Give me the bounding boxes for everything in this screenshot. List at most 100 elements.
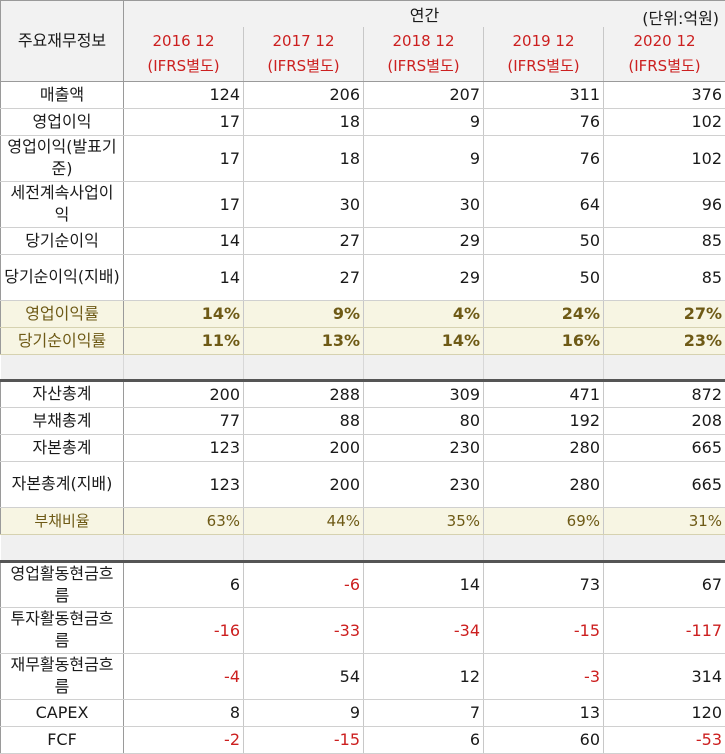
ratio-row: 영업이익률 14% 9% 4% 24% 27% bbox=[1, 300, 725, 327]
cell-value: -33 bbox=[244, 607, 364, 653]
cell-value: 9 bbox=[364, 135, 484, 181]
cell-value: 200 bbox=[244, 461, 364, 507]
cell-value: 18 bbox=[244, 135, 364, 181]
table-row: 매출액 124 206 207 311 376 bbox=[1, 81, 725, 108]
table-row: 재무활동현금흐름 -4 54 12 -3 314 bbox=[1, 653, 725, 699]
cell-value: 9 bbox=[244, 699, 364, 726]
cell-value: 9 bbox=[364, 108, 484, 135]
year-header: 2018 12(IFRS별도) bbox=[364, 27, 484, 81]
cell-value: -15 bbox=[484, 607, 604, 653]
cell-value: 50 bbox=[484, 227, 604, 254]
cell-value: 200 bbox=[124, 380, 244, 407]
cell-value: 665 bbox=[604, 434, 725, 461]
row-label: 투자활동현금흐름 bbox=[1, 607, 124, 653]
row-label: 영업이익률 bbox=[1, 300, 124, 327]
cell-value: 6 bbox=[124, 561, 244, 607]
cell-value: 13 bbox=[484, 699, 604, 726]
cell-value: 665 bbox=[604, 461, 725, 507]
cell-value: -117 bbox=[604, 607, 725, 653]
cell-value: 6 bbox=[364, 726, 484, 753]
cell-value: 14 bbox=[124, 254, 244, 300]
row-label: CAPEX bbox=[1, 699, 124, 726]
table-row: 세전계속사업이익 17 30 30 64 96 bbox=[1, 181, 725, 227]
cell-value: 69% bbox=[484, 507, 604, 534]
row-label: FCF bbox=[1, 726, 124, 753]
year-header: 2017 12(IFRS별도) bbox=[244, 27, 364, 81]
cell-value: -3 bbox=[484, 653, 604, 699]
cell-value: 27% bbox=[604, 300, 725, 327]
table-row: 투자활동현금흐름 -16 -33 -34 -15 -117 bbox=[1, 607, 725, 653]
row-label: 세전계속사업이익 bbox=[1, 181, 124, 227]
cell-value: 50 bbox=[484, 254, 604, 300]
cell-value: 23% bbox=[604, 327, 725, 354]
cell-value: 18 bbox=[244, 108, 364, 135]
cell-value: 7 bbox=[364, 699, 484, 726]
cell-value: 230 bbox=[364, 461, 484, 507]
cell-value: -53 bbox=[604, 726, 725, 753]
cell-value: 76 bbox=[484, 108, 604, 135]
cell-value: 16% bbox=[484, 327, 604, 354]
row-label: 영업이익(발표기준) bbox=[1, 135, 124, 181]
cell-value: 4% bbox=[364, 300, 484, 327]
cell-value: 120 bbox=[604, 699, 725, 726]
table-row: 당기순이익(지배) 14 27 29 50 85 bbox=[1, 254, 725, 300]
cell-value: 288 bbox=[244, 380, 364, 407]
cell-value: 17 bbox=[124, 181, 244, 227]
table-row: 자산총계 200 288 309 471 872 bbox=[1, 380, 725, 407]
row-label: 당기순이익률 bbox=[1, 327, 124, 354]
cell-value: -16 bbox=[124, 607, 244, 653]
cell-value: 29 bbox=[364, 254, 484, 300]
table-row: 자본총계(지배) 123 200 230 280 665 bbox=[1, 461, 725, 507]
cell-value: 102 bbox=[604, 108, 725, 135]
row-label: 영업활동현금흐름 bbox=[1, 561, 124, 607]
cell-value: 14% bbox=[364, 327, 484, 354]
cell-value: 44% bbox=[244, 507, 364, 534]
period-header: 연간 (단위:억원) bbox=[124, 1, 725, 28]
row-label: 재무활동현금흐름 bbox=[1, 653, 124, 699]
cell-value: -2 bbox=[124, 726, 244, 753]
cell-value: 123 bbox=[124, 461, 244, 507]
cell-value: 88 bbox=[244, 407, 364, 434]
cell-value: 27 bbox=[244, 227, 364, 254]
year-header: 2020 12(IFRS별도) bbox=[604, 27, 725, 81]
cell-value: 314 bbox=[604, 653, 725, 699]
row-label: 당기순이익(지배) bbox=[1, 254, 124, 300]
cell-value: 35% bbox=[364, 507, 484, 534]
cell-value: 208 bbox=[604, 407, 725, 434]
cell-value: 872 bbox=[604, 380, 725, 407]
table-row: 부채총계 77 88 80 192 208 bbox=[1, 407, 725, 434]
cell-value: 471 bbox=[484, 380, 604, 407]
cell-value: 123 bbox=[124, 434, 244, 461]
row-label: 자산총계 bbox=[1, 380, 124, 407]
cell-value: 13% bbox=[244, 327, 364, 354]
year-header: 2016 12(IFRS별도) bbox=[124, 27, 244, 81]
cell-value: 31% bbox=[604, 507, 725, 534]
year-header: 2019 12(IFRS별도) bbox=[484, 27, 604, 81]
cell-value: 17 bbox=[124, 108, 244, 135]
cell-value: 102 bbox=[604, 135, 725, 181]
row-label: 자본총계(지배) bbox=[1, 461, 124, 507]
cell-value: 73 bbox=[484, 561, 604, 607]
cell-value: 29 bbox=[364, 227, 484, 254]
cell-value: 124 bbox=[124, 81, 244, 108]
cell-value: -4 bbox=[124, 653, 244, 699]
cell-value: 376 bbox=[604, 81, 725, 108]
cell-value: 17 bbox=[124, 135, 244, 181]
cell-value: -6 bbox=[244, 561, 364, 607]
cell-value: 8 bbox=[124, 699, 244, 726]
cell-value: 60 bbox=[484, 726, 604, 753]
cell-value: 64 bbox=[484, 181, 604, 227]
row-label: 부채비율 bbox=[1, 507, 124, 534]
cell-value: 207 bbox=[364, 81, 484, 108]
row-label: 영업이익 bbox=[1, 108, 124, 135]
cell-value: 230 bbox=[364, 434, 484, 461]
table-row: 영업활동현금흐름 6 -6 14 73 67 bbox=[1, 561, 725, 607]
cell-value: 14 bbox=[364, 561, 484, 607]
cell-value: 80 bbox=[364, 407, 484, 434]
row-label: 매출액 bbox=[1, 81, 124, 108]
cell-value: 9% bbox=[244, 300, 364, 327]
table-row: 영업이익 17 18 9 76 102 bbox=[1, 108, 725, 135]
cell-value: 200 bbox=[244, 434, 364, 461]
cell-value: 96 bbox=[604, 181, 725, 227]
